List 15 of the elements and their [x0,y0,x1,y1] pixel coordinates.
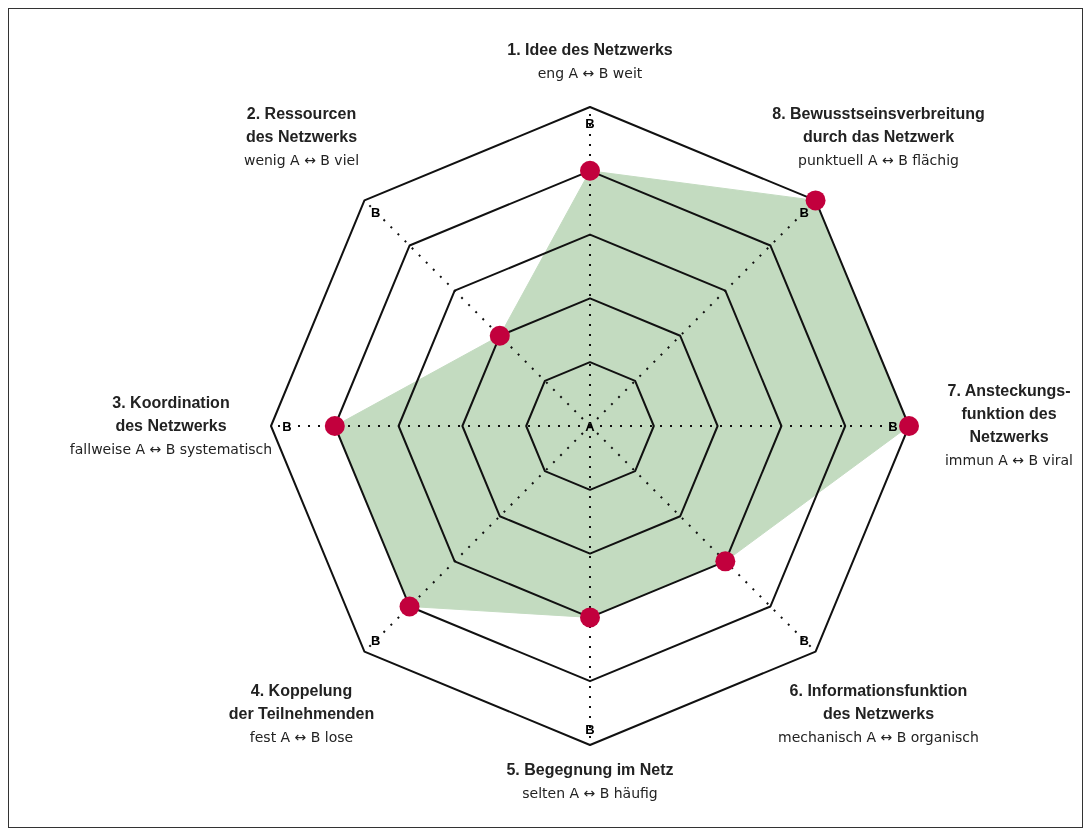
text: B [371,633,381,649]
spoke-label: 8. Bewusstseinsverbreitung durch das Netzwerk punktuell A ↔ B flächig [772,105,985,168]
text: B [371,204,381,220]
spoke-label: 5. Begegnung im Netz selten A ↔ B häufig [506,761,674,801]
text: B [799,204,809,220]
spoke-label: 2. Ressourcen des Netzwerks wenig A ↔ B viel [243,105,360,168]
spoke-label: 1. Idee des Netzwerks eng A ↔ B weit [507,41,673,81]
text: B [888,419,898,434]
text: B [282,419,292,434]
text: B [799,633,809,649]
y-tick-label: A [585,419,596,434]
spoke-label: 6. Informationsfunktion des Netzwerks mechanisch A ↔ B organisch [778,682,979,745]
spoke-label: 4. Koppelung der Teilnehmenden fest A ↔ B lose [228,682,375,745]
spoke-label: 3. Koordination des Netzwerks fallweise A ↔ B systematisch [69,393,273,457]
spoke-label: 7. Ansteckungs- funktion des Netzwerks immun A ↔ B viral [944,382,1074,468]
